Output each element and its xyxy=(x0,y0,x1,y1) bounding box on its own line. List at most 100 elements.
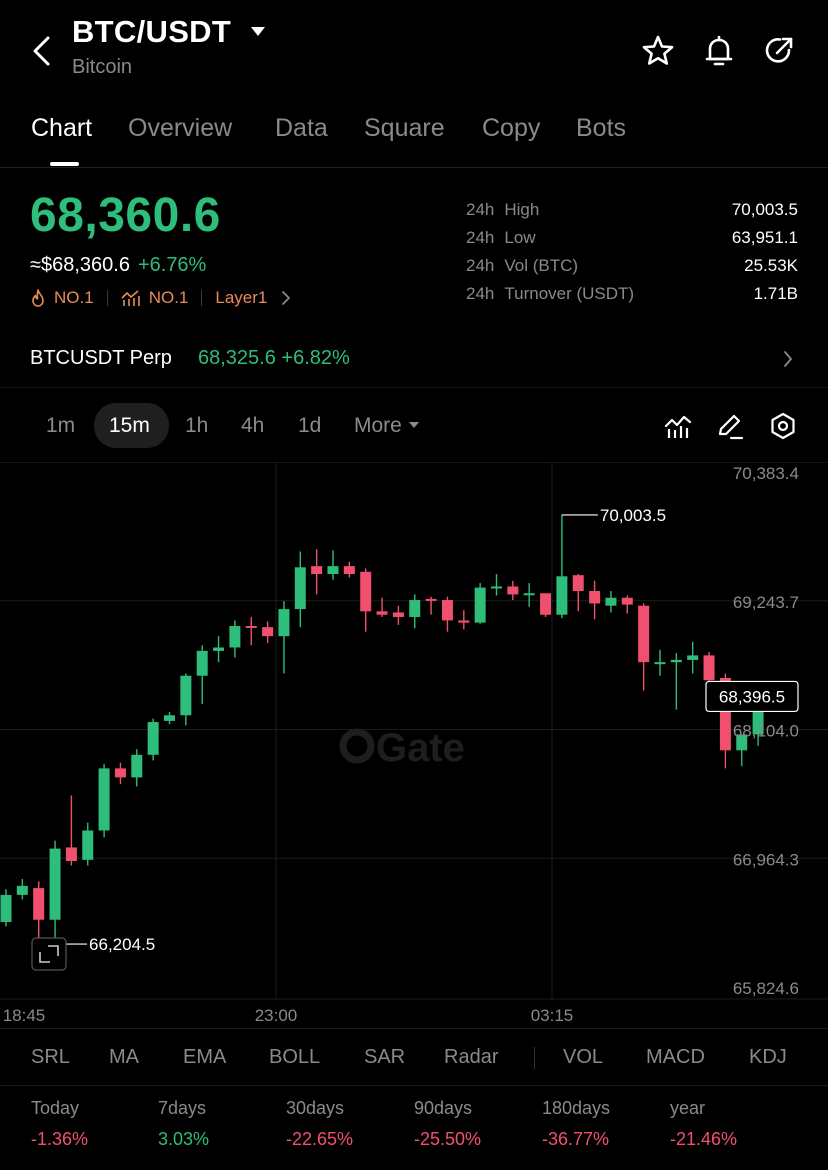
stat-turnover: 24h Turnover (USDT) 1.71B xyxy=(466,284,798,312)
candle-body xyxy=(343,566,355,575)
candle xyxy=(98,763,110,838)
candle xyxy=(507,580,519,601)
stat-label: 24h Low xyxy=(466,228,536,247)
caret-down-icon[interactable] xyxy=(250,26,266,38)
active-tab-indicator xyxy=(50,162,79,166)
candle xyxy=(229,620,241,658)
tab-overview[interactable]: Overview xyxy=(128,114,233,142)
y-tick-label: 69,243.7 xyxy=(733,593,799,612)
indicator-sar[interactable]: SAR xyxy=(364,1046,406,1068)
indicator-radar[interactable]: Radar xyxy=(444,1046,499,1068)
perf-30days: 30days -22.65% xyxy=(286,1098,354,1149)
candle xyxy=(65,795,77,866)
candle xyxy=(49,840,61,945)
candle-body xyxy=(180,675,192,716)
interval-4h[interactable]: 4h xyxy=(241,414,265,437)
chevron-right-icon[interactable] xyxy=(281,290,291,306)
high-marker-label: 70,003.5 xyxy=(600,506,666,525)
pair-title[interactable]: BTC/USDT xyxy=(72,14,232,49)
indicator-kdj[interactable]: KDJ xyxy=(749,1046,787,1068)
candle xyxy=(752,708,764,746)
candle-body xyxy=(229,626,241,648)
candle xyxy=(589,580,601,620)
perf-90days: 90days -25.50% xyxy=(414,1098,482,1149)
interval-selector: 1m 15m 1h 4h 1d More xyxy=(0,400,828,454)
y-tick-label: 70,383.4 xyxy=(733,464,799,483)
indicator-macd[interactable]: MACD xyxy=(646,1046,705,1068)
perf-7days: 7days 3.03% xyxy=(158,1098,210,1149)
candle xyxy=(392,605,404,625)
stat-value: 25.53K xyxy=(744,256,798,275)
badge-gainer[interactable]: NO.1 xyxy=(121,288,188,308)
candle-body xyxy=(670,659,682,663)
perf-180days: 180days -36.77% xyxy=(542,1098,611,1149)
candle-body xyxy=(278,609,290,637)
candle-body xyxy=(16,885,28,895)
rank-badges[interactable]: NO.1 NO.1 Layer1 xyxy=(30,286,291,310)
expand-icon-arrow xyxy=(39,952,50,963)
pencil-draw-icon[interactable] xyxy=(716,412,744,440)
indicator-icon[interactable] xyxy=(664,412,692,440)
candle xyxy=(164,711,175,725)
candle-body xyxy=(376,611,388,615)
candle xyxy=(687,641,699,674)
candle-body xyxy=(0,894,12,922)
indicator-bar: SRL MA EMA BOLL SAR Radar VOL MACD KDJ xyxy=(0,1028,828,1086)
candle xyxy=(425,596,437,615)
interval-1h[interactable]: 1h xyxy=(185,414,209,437)
chevron-right-icon[interactable] xyxy=(782,350,794,368)
candle xyxy=(670,653,682,710)
x-tick-label: 03:15 xyxy=(531,1006,574,1025)
candle-body xyxy=(507,586,519,595)
badge-category[interactable]: Layer1 xyxy=(215,288,268,307)
stat-value: 70,003.5 xyxy=(731,200,798,219)
indicator-boll[interactable]: BOLL xyxy=(269,1046,321,1068)
expand-icon xyxy=(31,937,67,971)
y-tick-label: 65,824.6 xyxy=(733,979,799,998)
chart-markers: 70,003.5 66,204.5 68,396.5 xyxy=(31,506,799,971)
candle xyxy=(556,514,568,619)
badge-hot-label: NO.1 xyxy=(54,288,94,307)
x-tick-label: 18:45 xyxy=(3,1006,46,1025)
candle xyxy=(376,597,388,617)
candle xyxy=(343,561,355,578)
stat-value: 1.71B xyxy=(753,284,798,303)
indicator-ema[interactable]: EMA xyxy=(183,1046,227,1068)
perp-row[interactable]: BTCUSDT Perp 68,325.6 +6.82% xyxy=(0,330,828,388)
candle-body xyxy=(114,768,126,778)
interval-more[interactable]: More xyxy=(354,414,420,438)
indicator-vol[interactable]: VOL xyxy=(563,1046,604,1068)
perp-name: BTCUSDT Perp xyxy=(30,347,172,369)
candle xyxy=(523,583,535,607)
back-arrow-icon[interactable] xyxy=(28,34,56,68)
last-price-box xyxy=(705,680,799,713)
interval-1d[interactable]: 1d xyxy=(298,414,322,437)
bell-icon[interactable] xyxy=(702,34,736,68)
share-icon[interactable] xyxy=(762,34,796,68)
header: BTC/USDT Bitcoin xyxy=(0,0,828,100)
interval-15m[interactable]: 15m xyxy=(109,414,150,437)
settings-hexagon-icon[interactable] xyxy=(769,412,797,440)
tab-bots[interactable]: Bots xyxy=(576,114,627,142)
active-interval-pill xyxy=(94,403,169,448)
chart-canvas[interactable]: Gate 70,003.5 66,204.5 68,396.5 70,383.4 69… xyxy=(0,463,828,1029)
tab-data[interactable]: Data xyxy=(275,114,328,142)
candle-body xyxy=(654,662,666,665)
candle-body xyxy=(441,600,453,621)
candle xyxy=(262,621,274,643)
badge-hot[interactable]: NO.1 xyxy=(30,288,94,308)
badge-divider xyxy=(106,290,108,306)
star-icon[interactable] xyxy=(641,34,675,68)
candle-body xyxy=(589,591,601,604)
candlestick-chart[interactable]: Gate 70,003.5 66,204.5 68,396.5 70,383.4 69… xyxy=(0,462,828,1028)
interval-1m[interactable]: 1m xyxy=(46,414,76,437)
tab-copy[interactable]: Copy xyxy=(482,114,541,142)
tab-square[interactable]: Square xyxy=(364,114,445,142)
indicator-srl[interactable]: SRL xyxy=(31,1046,70,1068)
candle-body xyxy=(294,567,306,610)
expand-icon-frame xyxy=(31,937,67,971)
tab-chart[interactable]: Chart xyxy=(31,114,93,142)
stat-low: 24h Low 63,951.1 xyxy=(466,228,798,256)
candle xyxy=(654,649,666,676)
indicator-ma[interactable]: MA xyxy=(109,1046,139,1068)
